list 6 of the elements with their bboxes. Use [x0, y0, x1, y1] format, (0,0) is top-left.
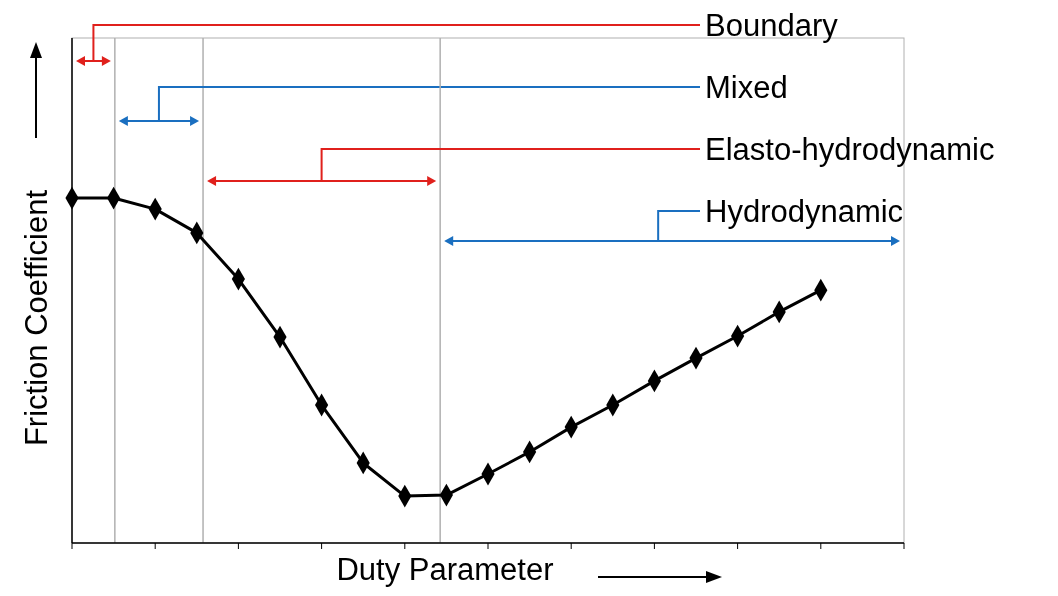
text: Boundary [705, 7, 839, 43]
y-axis-title: Friction Coefficient [19, 189, 54, 447]
text: Mixed [705, 69, 788, 105]
text: Elasto-hydrodynamic [705, 131, 995, 167]
annotation: Hydrodynamic [705, 193, 904, 229]
x-axis-title: Duty Parameter [336, 552, 554, 587]
